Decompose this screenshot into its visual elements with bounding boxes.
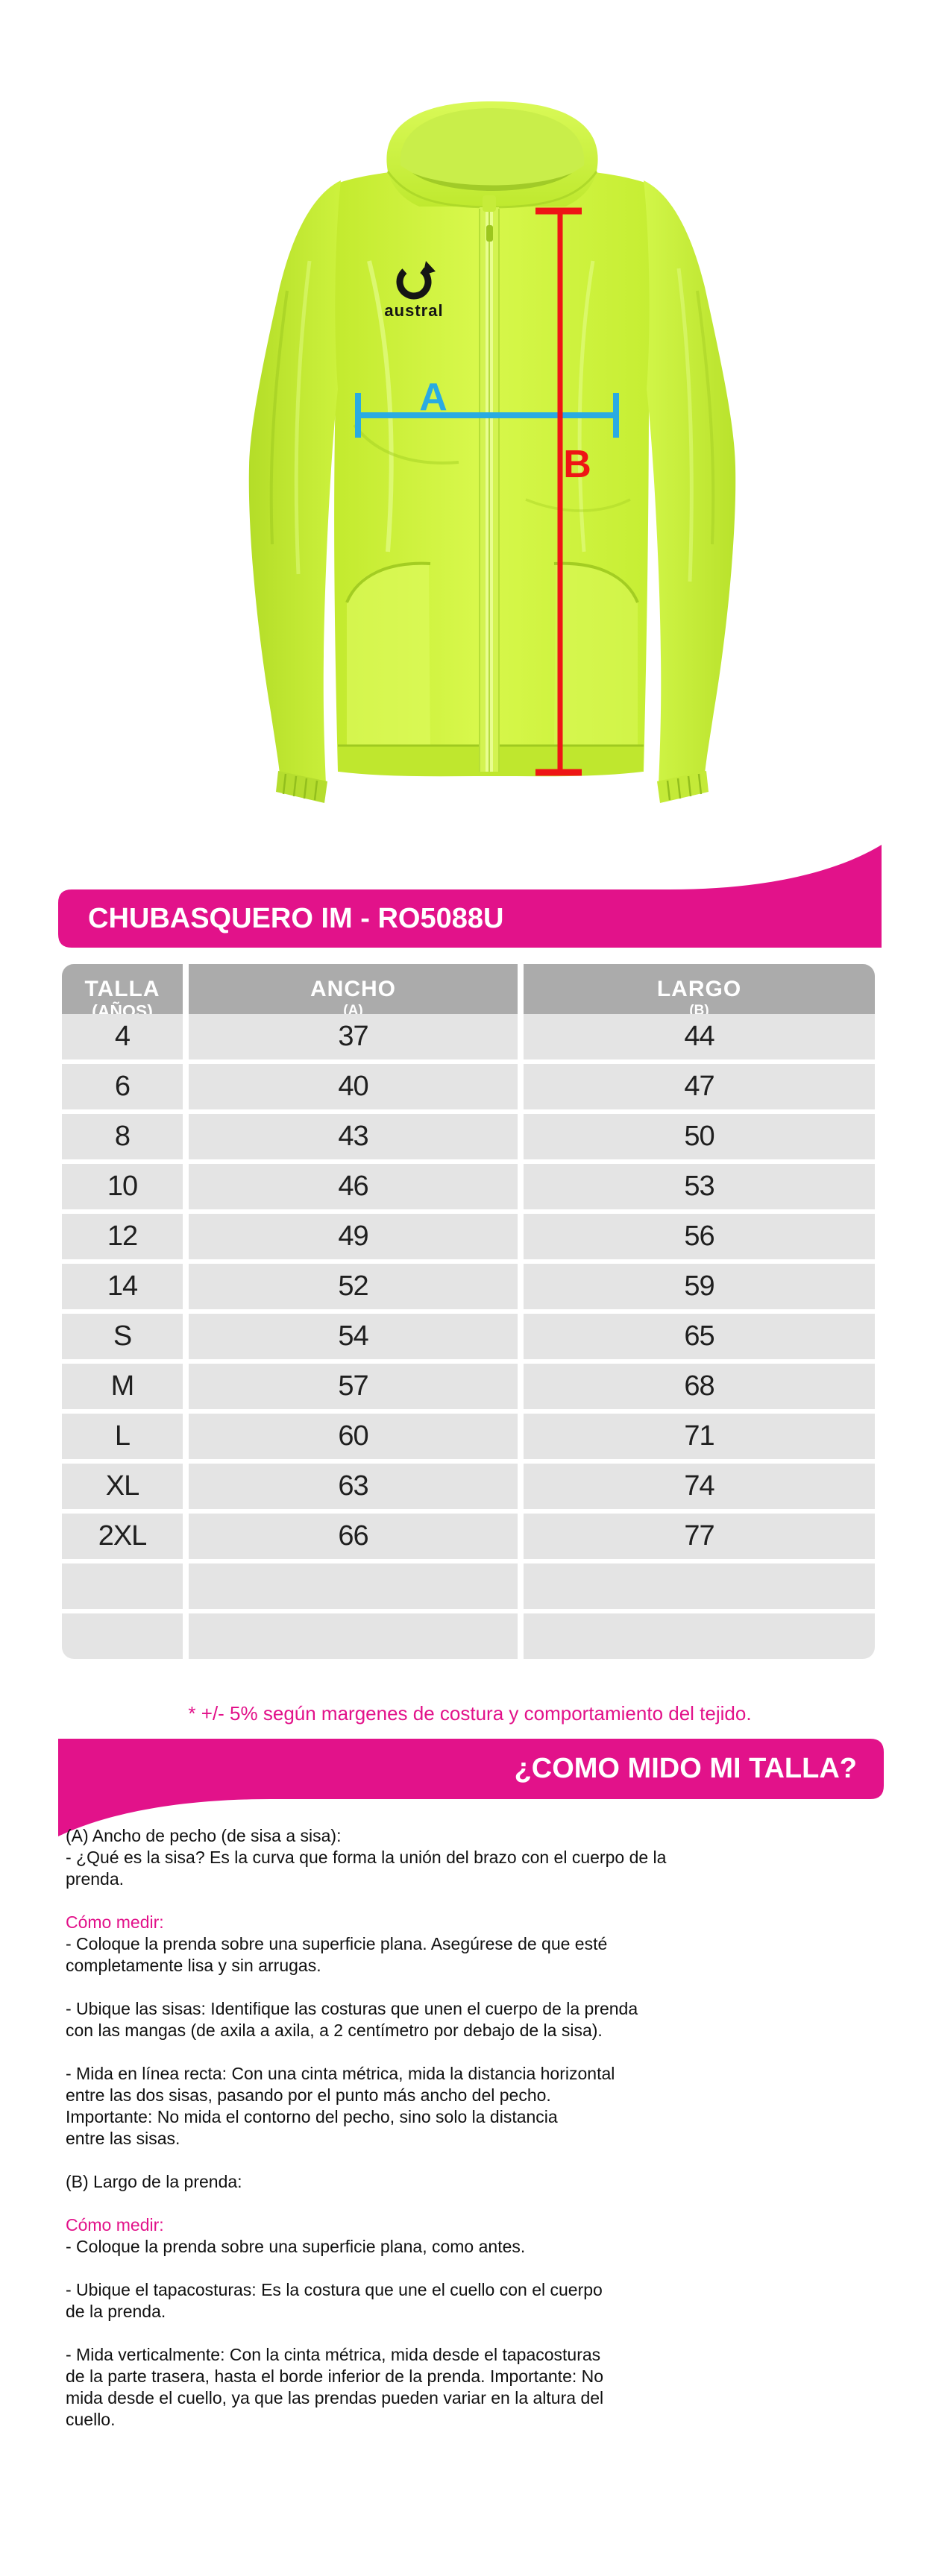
instruction-paragraph: - Mida verticalmente: Con la cinta métri… bbox=[66, 2345, 604, 2429]
table-cell: 12 bbox=[62, 1214, 183, 1259]
table-cell: 37 bbox=[189, 1014, 518, 1059]
instruction-paragraph: - Coloque la prenda sobre una superficie… bbox=[66, 2237, 526, 2256]
table-cell: 46 bbox=[189, 1164, 518, 1209]
table-cell: L bbox=[62, 1414, 183, 1459]
jacket-cuffs bbox=[276, 771, 709, 803]
table-cell: 65 bbox=[524, 1314, 875, 1359]
table-cell: 8 bbox=[62, 1114, 183, 1159]
table-cell: 40 bbox=[189, 1064, 518, 1109]
measuring-instructions: (A) Ancho de pecho (de sisa a sisa): - ¿… bbox=[66, 1825, 767, 2452]
measure-b-label: B bbox=[563, 443, 591, 486]
table-cell: 57 bbox=[189, 1364, 518, 1409]
table-cell: 66 bbox=[189, 1514, 518, 1559]
table-cell: 77 bbox=[524, 1514, 875, 1559]
instruction-heading: Cómo medir: bbox=[66, 1912, 164, 1932]
table-cell: 47 bbox=[524, 1064, 875, 1109]
table-cell: 4 bbox=[62, 1014, 183, 1059]
product-title: CHUBASQUERO IM - RO5088U bbox=[88, 902, 504, 934]
austral-logo-icon bbox=[396, 261, 436, 300]
tolerance-note: * +/- 5% según margenes de costura y com… bbox=[188, 1702, 752, 1725]
table-cell: XL bbox=[62, 1464, 183, 1509]
instruction-paragraph: (A) Ancho de pecho (de sisa a sisa): - ¿… bbox=[66, 1826, 667, 1889]
product-banner: CHUBASQUERO IM - RO5088U bbox=[58, 845, 882, 948]
table-cell: 43 bbox=[189, 1114, 518, 1159]
austral-logo-text: austral bbox=[384, 301, 443, 320]
measure-a-label: A bbox=[419, 376, 447, 419]
measure-b-line bbox=[535, 207, 582, 776]
table-cell: 10 bbox=[62, 1164, 183, 1209]
table-cell: 56 bbox=[524, 1214, 875, 1259]
table-cell: 2XL bbox=[62, 1514, 183, 1559]
table-cell: 54 bbox=[189, 1314, 518, 1359]
table-cell: 59 bbox=[524, 1264, 875, 1309]
size-table: TALLA (AÑOS) ANCHO (A) LARGO (B) 4 37 44… bbox=[62, 964, 876, 1659]
instruction-paragraph: - Coloque la prenda sobre una superficie… bbox=[66, 1934, 608, 1975]
jacket-hood bbox=[386, 101, 598, 209]
table-cell-empty bbox=[189, 1613, 518, 1659]
instruction-paragraph: (B) Largo de la prenda: bbox=[66, 2172, 242, 2191]
instruction-paragraph: - Mida en línea recta: Con una cinta mét… bbox=[66, 2064, 615, 2148]
table-cell: 63 bbox=[189, 1464, 518, 1509]
table-cell-empty bbox=[62, 1563, 183, 1609]
product-banner-swoosh bbox=[58, 845, 882, 948]
table-cell-empty bbox=[62, 1613, 183, 1659]
instruction-paragraph: - Ubique el tapacosturas: Es la costura … bbox=[66, 2280, 603, 2321]
table-cell: 53 bbox=[524, 1164, 875, 1209]
product-photo-jacket: austral A B bbox=[242, 37, 742, 813]
left-pocket-seam bbox=[345, 561, 431, 603]
table-cell-empty bbox=[524, 1613, 875, 1659]
table-cell: 60 bbox=[189, 1414, 518, 1459]
table-cell: M bbox=[62, 1364, 183, 1409]
table-cell-empty bbox=[189, 1563, 518, 1609]
howto-title: ¿COMO MIDO MI TALLA? bbox=[514, 1753, 857, 1784]
table-cell: 71 bbox=[524, 1414, 875, 1459]
howto-banner-swoosh bbox=[58, 1739, 884, 1836]
table-cell: S bbox=[62, 1314, 183, 1359]
table-cell: 52 bbox=[189, 1264, 518, 1309]
jacket-right-sleeve bbox=[644, 180, 736, 784]
right-pocket-seam bbox=[553, 561, 639, 603]
instruction-paragraph: - Ubique las sisas: Identifique las cost… bbox=[66, 1999, 638, 2040]
table-cell: 50 bbox=[524, 1114, 875, 1159]
jacket-zipper bbox=[479, 195, 500, 772]
measure-a-line bbox=[355, 393, 619, 438]
table-cell: 44 bbox=[524, 1014, 875, 1059]
instruction-heading: Cómo medir: bbox=[66, 2215, 164, 2235]
table-cell: 14 bbox=[62, 1264, 183, 1309]
table-cell: 6 bbox=[62, 1064, 183, 1109]
zipper-pull bbox=[486, 225, 493, 242]
table-cell: 68 bbox=[524, 1364, 875, 1409]
table-cell: 74 bbox=[524, 1464, 875, 1509]
table-cell-empty bbox=[524, 1563, 875, 1609]
howto-banner: ¿COMO MIDO MI TALLA? bbox=[58, 1739, 884, 1837]
table-cell: 49 bbox=[189, 1214, 518, 1259]
